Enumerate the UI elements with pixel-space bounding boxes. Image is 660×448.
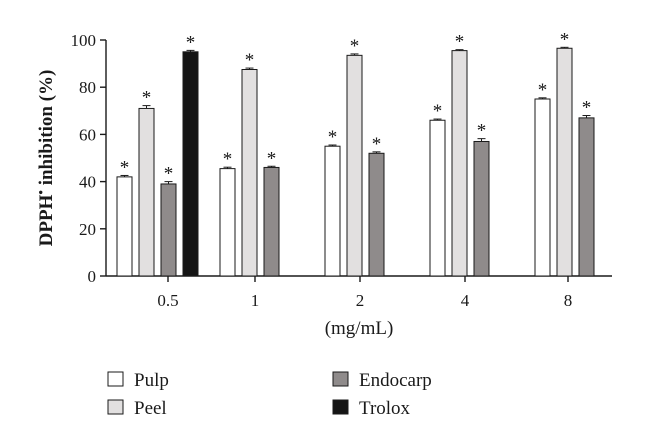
error-bars bbox=[120, 46, 591, 184]
y-axis-title-superscript: • bbox=[33, 190, 48, 195]
bars bbox=[116, 47, 595, 277]
bar-endocarp bbox=[160, 183, 177, 277]
x-tick-label: 1 bbox=[251, 291, 260, 310]
bar-peel bbox=[346, 54, 363, 277]
legend: Pulp Peel Endocarp Trolox bbox=[107, 370, 432, 419]
significance-star: * bbox=[455, 32, 465, 53]
significance-markers: * * * * * * * * * * * * * * * * bbox=[120, 29, 592, 184]
bar-pulp bbox=[534, 98, 551, 277]
y-ticks: 0 20 40 60 80 100 bbox=[71, 31, 106, 286]
y-tick-label: 100 bbox=[71, 31, 97, 50]
bar-endocarp bbox=[368, 152, 385, 277]
bar-peel bbox=[138, 107, 155, 277]
legend-label-trolox: Trolox bbox=[359, 398, 411, 419]
bar-peel bbox=[451, 50, 468, 277]
significance-star: * bbox=[477, 121, 487, 142]
y-tick-label: 80 bbox=[79, 78, 96, 97]
x-tick-label: 0.5 bbox=[157, 291, 178, 310]
x-tick-label: 8 bbox=[564, 291, 573, 310]
significance-star: * bbox=[328, 127, 338, 148]
y-tick-label: 0 bbox=[88, 267, 97, 286]
bar-pulp bbox=[429, 119, 446, 277]
x-ticks: 0.5 1 2 4 8 bbox=[157, 276, 572, 310]
bar-pulp bbox=[219, 168, 236, 277]
significance-star: * bbox=[372, 134, 382, 155]
legend-swatch-peel bbox=[107, 399, 124, 415]
significance-star: * bbox=[142, 88, 152, 109]
legend-label-pulp: Pulp bbox=[134, 370, 169, 391]
legend-label-peel: Peel bbox=[134, 398, 167, 419]
bar-peel bbox=[241, 69, 258, 277]
y-tick-label: 40 bbox=[79, 173, 96, 192]
y-axis-title: DPPH• inhibition (%) bbox=[33, 70, 57, 247]
x-tick-label: 4 bbox=[461, 291, 470, 310]
legend-swatch-pulp bbox=[107, 371, 124, 387]
bar-endocarp bbox=[263, 166, 280, 277]
bar-peel bbox=[556, 47, 573, 277]
y-axis-title-main: DPPH bbox=[36, 194, 57, 246]
significance-star: * bbox=[350, 36, 360, 57]
significance-star: * bbox=[267, 148, 277, 169]
significance-star: * bbox=[120, 157, 130, 178]
y-tick-label: 60 bbox=[79, 125, 96, 144]
bar-pulp bbox=[324, 145, 341, 277]
significance-star: * bbox=[582, 98, 592, 119]
significance-star: * bbox=[164, 164, 174, 185]
legend-swatch-trolox bbox=[332, 399, 349, 415]
significance-star: * bbox=[186, 32, 196, 53]
x-tick-label: 2 bbox=[356, 291, 365, 310]
bar-endocarp bbox=[578, 117, 595, 277]
y-tick-label: 20 bbox=[79, 220, 96, 239]
legend-label-endocarp: Endocarp bbox=[359, 370, 432, 391]
significance-star: * bbox=[560, 29, 570, 50]
y-axis-title-rest: inhibition (%) bbox=[36, 70, 57, 190]
bar-trolox bbox=[182, 51, 199, 277]
legend-swatch-endocarp bbox=[332, 371, 349, 387]
bar-pulp bbox=[116, 176, 133, 277]
x-axis-title: (mg/mL) bbox=[325, 318, 394, 339]
bar-endocarp bbox=[473, 140, 490, 277]
significance-star: * bbox=[538, 80, 548, 101]
significance-star: * bbox=[223, 149, 233, 170]
significance-star: * bbox=[433, 101, 443, 122]
significance-star: * bbox=[245, 50, 255, 71]
